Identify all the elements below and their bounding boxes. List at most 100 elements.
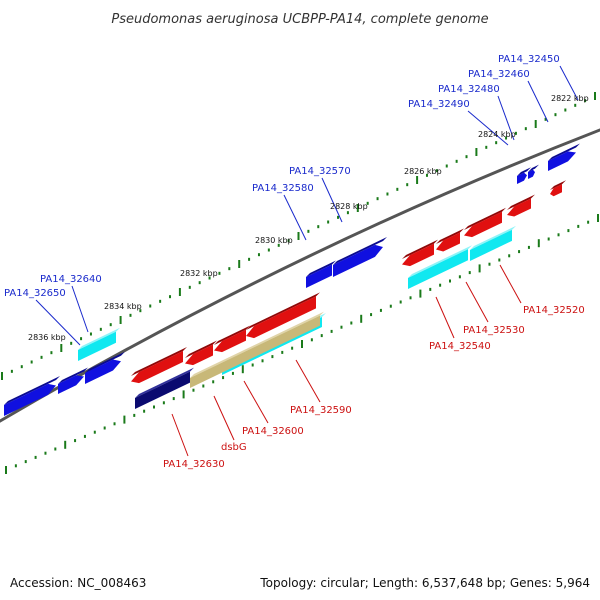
tick-label: 2822 kbp [551, 94, 589, 103]
tick-labels: 2822 kbp 2824 kbp 2826 kbp 2828 kbp 2830… [28, 94, 589, 342]
gene-top-face [78, 327, 120, 350]
gene-top-face [528, 164, 539, 172]
gene-body [58, 375, 84, 394]
gene-top-face [550, 180, 566, 190]
leader-line [243, 380, 269, 424]
gene-label: PA14_32640 [40, 274, 102, 285]
gene-body [528, 169, 535, 179]
gene-body [131, 351, 183, 384]
leader-line [559, 65, 579, 101]
leader-line [467, 110, 509, 146]
gene-label: PA14_32570 [289, 166, 351, 177]
gene-top-face [436, 228, 464, 244]
gene-body [402, 243, 434, 267]
gene-top-face [58, 367, 88, 384]
leader-line [465, 281, 489, 323]
gene-top-face [517, 167, 531, 176]
leader-line [213, 395, 235, 441]
tick-label: 2836 kbp [28, 333, 66, 342]
cds-dsbG [190, 311, 324, 388]
gene-dsbG [185, 340, 217, 366]
tick-dots [1, 92, 599, 474]
gene-top-face [333, 237, 387, 265]
gene-body [333, 244, 383, 277]
gene-label: PA14_32530 [463, 325, 525, 336]
leader-line [71, 285, 89, 333]
gene-body [408, 249, 468, 289]
gene-label: PA14_32540 [429, 341, 491, 352]
genome-backbone [0, 123, 600, 423]
genome-title: Pseudomonas aeruginosa UCBPP-PA14, compl… [111, 12, 488, 27]
gene-PA14_32640 [85, 351, 125, 384]
gene-body [185, 344, 213, 366]
gene-top-face [408, 245, 472, 278]
gene-PA14_32450 [548, 143, 580, 171]
gene-top-face [470, 225, 516, 250]
gene-top-face [190, 311, 324, 378]
gene-body [214, 329, 246, 353]
gene-PA14_32550 [402, 239, 438, 267]
leader-line [499, 264, 522, 304]
gene-features [4, 143, 580, 416]
cds-PA14_32540 [408, 245, 472, 289]
gene-top-face [464, 207, 506, 230]
gene-PA14_32590 [246, 292, 320, 339]
gene-body [464, 211, 502, 238]
leader-line [435, 296, 455, 339]
topology-text: Topology: circular; Length: 6,537,648 bp… [260, 576, 590, 590]
gene-top-face [548, 143, 580, 161]
gene-labels: PA14_32450 PA14_32460 PA14_32480 PA14_32… [4, 54, 585, 470]
cds-PA14_32640 [78, 327, 120, 361]
gene-PA14_32580 [306, 260, 336, 288]
gene-PA14_32490 [528, 164, 539, 179]
gene-body [436, 232, 460, 252]
gene-top-face [85, 351, 125, 373]
gene-PA14_32480 [517, 167, 531, 184]
gene-top-face [131, 347, 187, 376]
gene-label: PA14_32630 [163, 459, 225, 470]
gene-body [190, 315, 320, 388]
cds-PA14_32520 [470, 225, 516, 261]
gene-PA14_32600 [214, 325, 250, 353]
leader-line [283, 194, 307, 241]
gene-PA14_32510 [550, 180, 566, 197]
cds-PA14_32630 [135, 367, 194, 409]
leader-line [171, 413, 189, 457]
gene-PA14_32650 [58, 367, 88, 394]
tick-label: 2828 kbp [330, 202, 368, 211]
label-leader-lines [35, 65, 579, 457]
gene-label: PA14_32480 [438, 84, 500, 95]
accession-text: Accession: NC_008463 [10, 576, 147, 590]
gene-PA14_32520 [507, 194, 535, 217]
gene-body [517, 172, 527, 184]
gene-label: PA14_32650 [4, 288, 66, 299]
gene-label: PA14_32460 [468, 69, 530, 80]
tick-label: 2834 kbp [104, 302, 142, 311]
gene-PA14_32530 [464, 207, 506, 238]
gene-PA14_32660 [4, 376, 60, 416]
gene-body [4, 383, 56, 416]
tick-label: 2826 kbp [404, 167, 442, 176]
leader-line [35, 299, 81, 346]
tick-label: 2830 kbp [255, 236, 293, 245]
gene-top-face [306, 260, 336, 277]
gene-top-face [402, 239, 438, 259]
backbone-line [0, 128, 600, 423]
leader-line [321, 177, 343, 223]
gene-PA14_32570 [333, 237, 387, 277]
backbone-highlight [0, 123, 600, 416]
gene-body [550, 184, 562, 197]
tick-label: 2832 kbp [180, 269, 218, 278]
gene-label: PA14_32520 [523, 305, 585, 316]
gene-top-face [4, 376, 60, 405]
gene-PA14_32540 [436, 228, 464, 252]
gene-label: PA14_32600 [242, 426, 304, 437]
gene-label: dsbG [221, 442, 247, 453]
leader-line [527, 80, 549, 123]
gene-body [548, 151, 576, 171]
gene-body [85, 359, 121, 384]
gene-label: PA14_32580 [252, 183, 314, 194]
gene-label: PA14_32490 [408, 99, 470, 110]
gene-top-face [185, 340, 217, 358]
gene-body [135, 371, 190, 409]
